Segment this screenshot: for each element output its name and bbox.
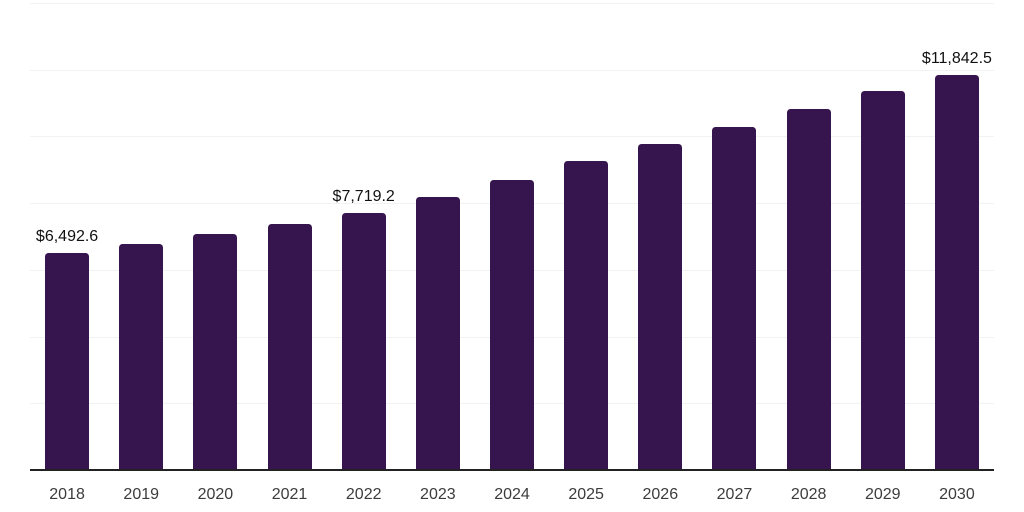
bar-2018 [45,253,90,470]
bar-2030 [934,74,979,470]
data-label-2030: $11,842.5 [921,49,992,67]
x-tick-label-2020: 2020 [197,486,234,503]
x-tick-label-2018: 2018 [49,486,85,503]
bar-2022 [341,212,386,470]
bar-2026 [638,143,683,470]
bar-2028 [786,108,831,470]
data-label-2018: $6,492.6 [35,228,99,246]
bar-2025 [564,160,609,470]
gridline [30,3,994,4]
x-tick-label-2019: 2019 [123,486,160,503]
x-axis-line [30,469,994,471]
bar-2019 [119,243,164,470]
bar-2023 [415,196,460,470]
x-tick-label-2025: 2025 [568,486,604,503]
x-tick-label-2030: 2030 [939,486,975,503]
x-tick-label-2028: 2028 [790,486,827,503]
data-label-2022: $7,719.2 [332,187,395,205]
x-tick-label-2022: 2022 [345,486,382,503]
bar-2021 [267,223,312,470]
bar-2020 [193,233,238,470]
x-tick-label-2029: 2029 [864,486,901,503]
x-tick-label-2024: 2024 [494,486,530,503]
gridline [30,69,994,71]
x-tick-label-2026: 2026 [642,486,679,503]
bar-2029 [860,90,905,470]
x-tick-label-2023: 2023 [420,486,456,503]
x-tick-label-2021: 2021 [271,486,308,503]
x-tick-label-2027: 2027 [716,486,753,503]
bar-2027 [712,126,757,470]
bar-2024 [490,179,534,470]
gridline [30,136,994,138]
